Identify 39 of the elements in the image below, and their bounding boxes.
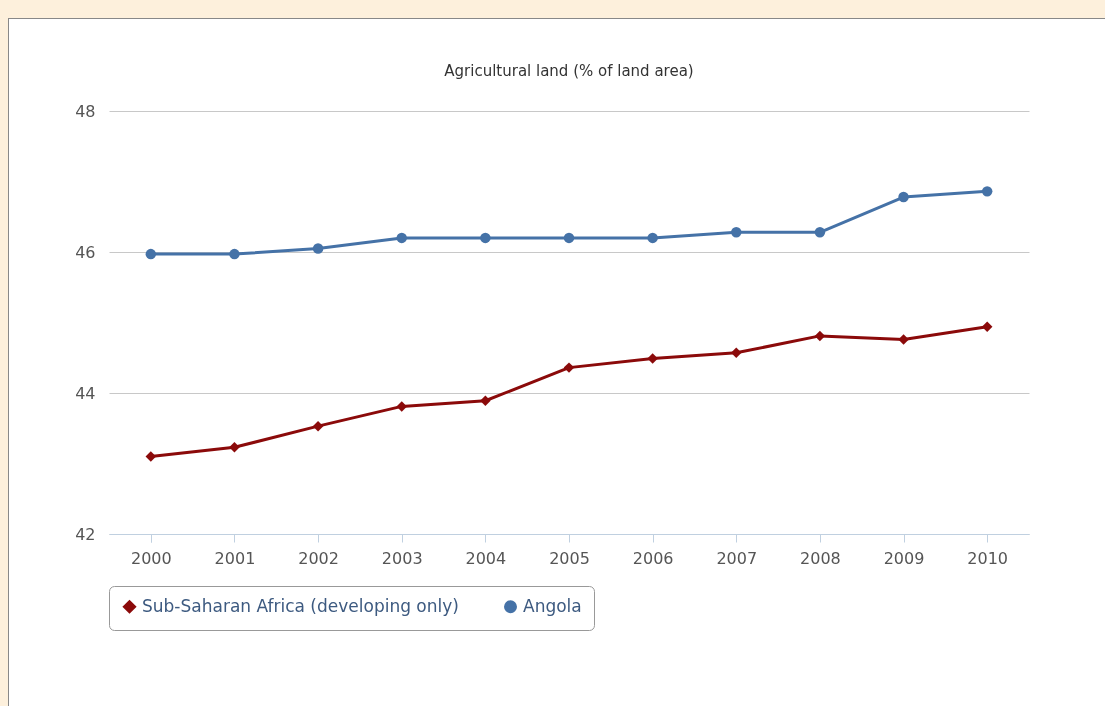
- point: [396, 401, 407, 412]
- point: [229, 248, 240, 260]
- point: [145, 451, 157, 462]
- point: [814, 227, 826, 238]
- x-tick-label: 2009: [883, 548, 925, 568]
- x-tick-label: 2003: [381, 548, 423, 568]
- y-tick-label: 42: [75, 524, 96, 544]
- legend-label: Sub-Saharan Africa (developing only): [142, 595, 459, 616]
- point: [647, 353, 658, 364]
- point: [898, 334, 909, 345]
- x-tick-label: 2008: [800, 548, 841, 568]
- x-tick-label: 2004: [465, 548, 507, 568]
- point: [229, 442, 240, 453]
- y-tick-label: 46: [75, 242, 96, 262]
- x-tick-label: 2001: [214, 548, 256, 568]
- point: [898, 191, 909, 203]
- x-tick-label: 2005: [549, 548, 590, 568]
- point: [563, 232, 575, 244]
- x-tick-label: 2000: [130, 548, 172, 568]
- point: [981, 186, 993, 197]
- point: [396, 232, 407, 244]
- point: [312, 420, 324, 432]
- point: [731, 227, 742, 238]
- point: [647, 232, 658, 244]
- point: [480, 395, 491, 406]
- legend-label: Angola: [523, 595, 582, 616]
- point: [981, 321, 993, 332]
- x-tick-label: 2002: [298, 548, 339, 568]
- point: [312, 243, 324, 254]
- y-tick-label: 48: [75, 101, 96, 121]
- point: [480, 232, 491, 244]
- x-tick-label: 2006: [632, 548, 674, 568]
- x-tick-label: 2007: [716, 548, 758, 568]
- x-tick-label: 2010: [967, 548, 1009, 568]
- point: [731, 347, 742, 359]
- y-tick-label: 44: [75, 383, 96, 403]
- chart-title: Agricultural land (% of land area): [444, 62, 694, 80]
- point: [563, 362, 575, 373]
- point: [145, 248, 157, 260]
